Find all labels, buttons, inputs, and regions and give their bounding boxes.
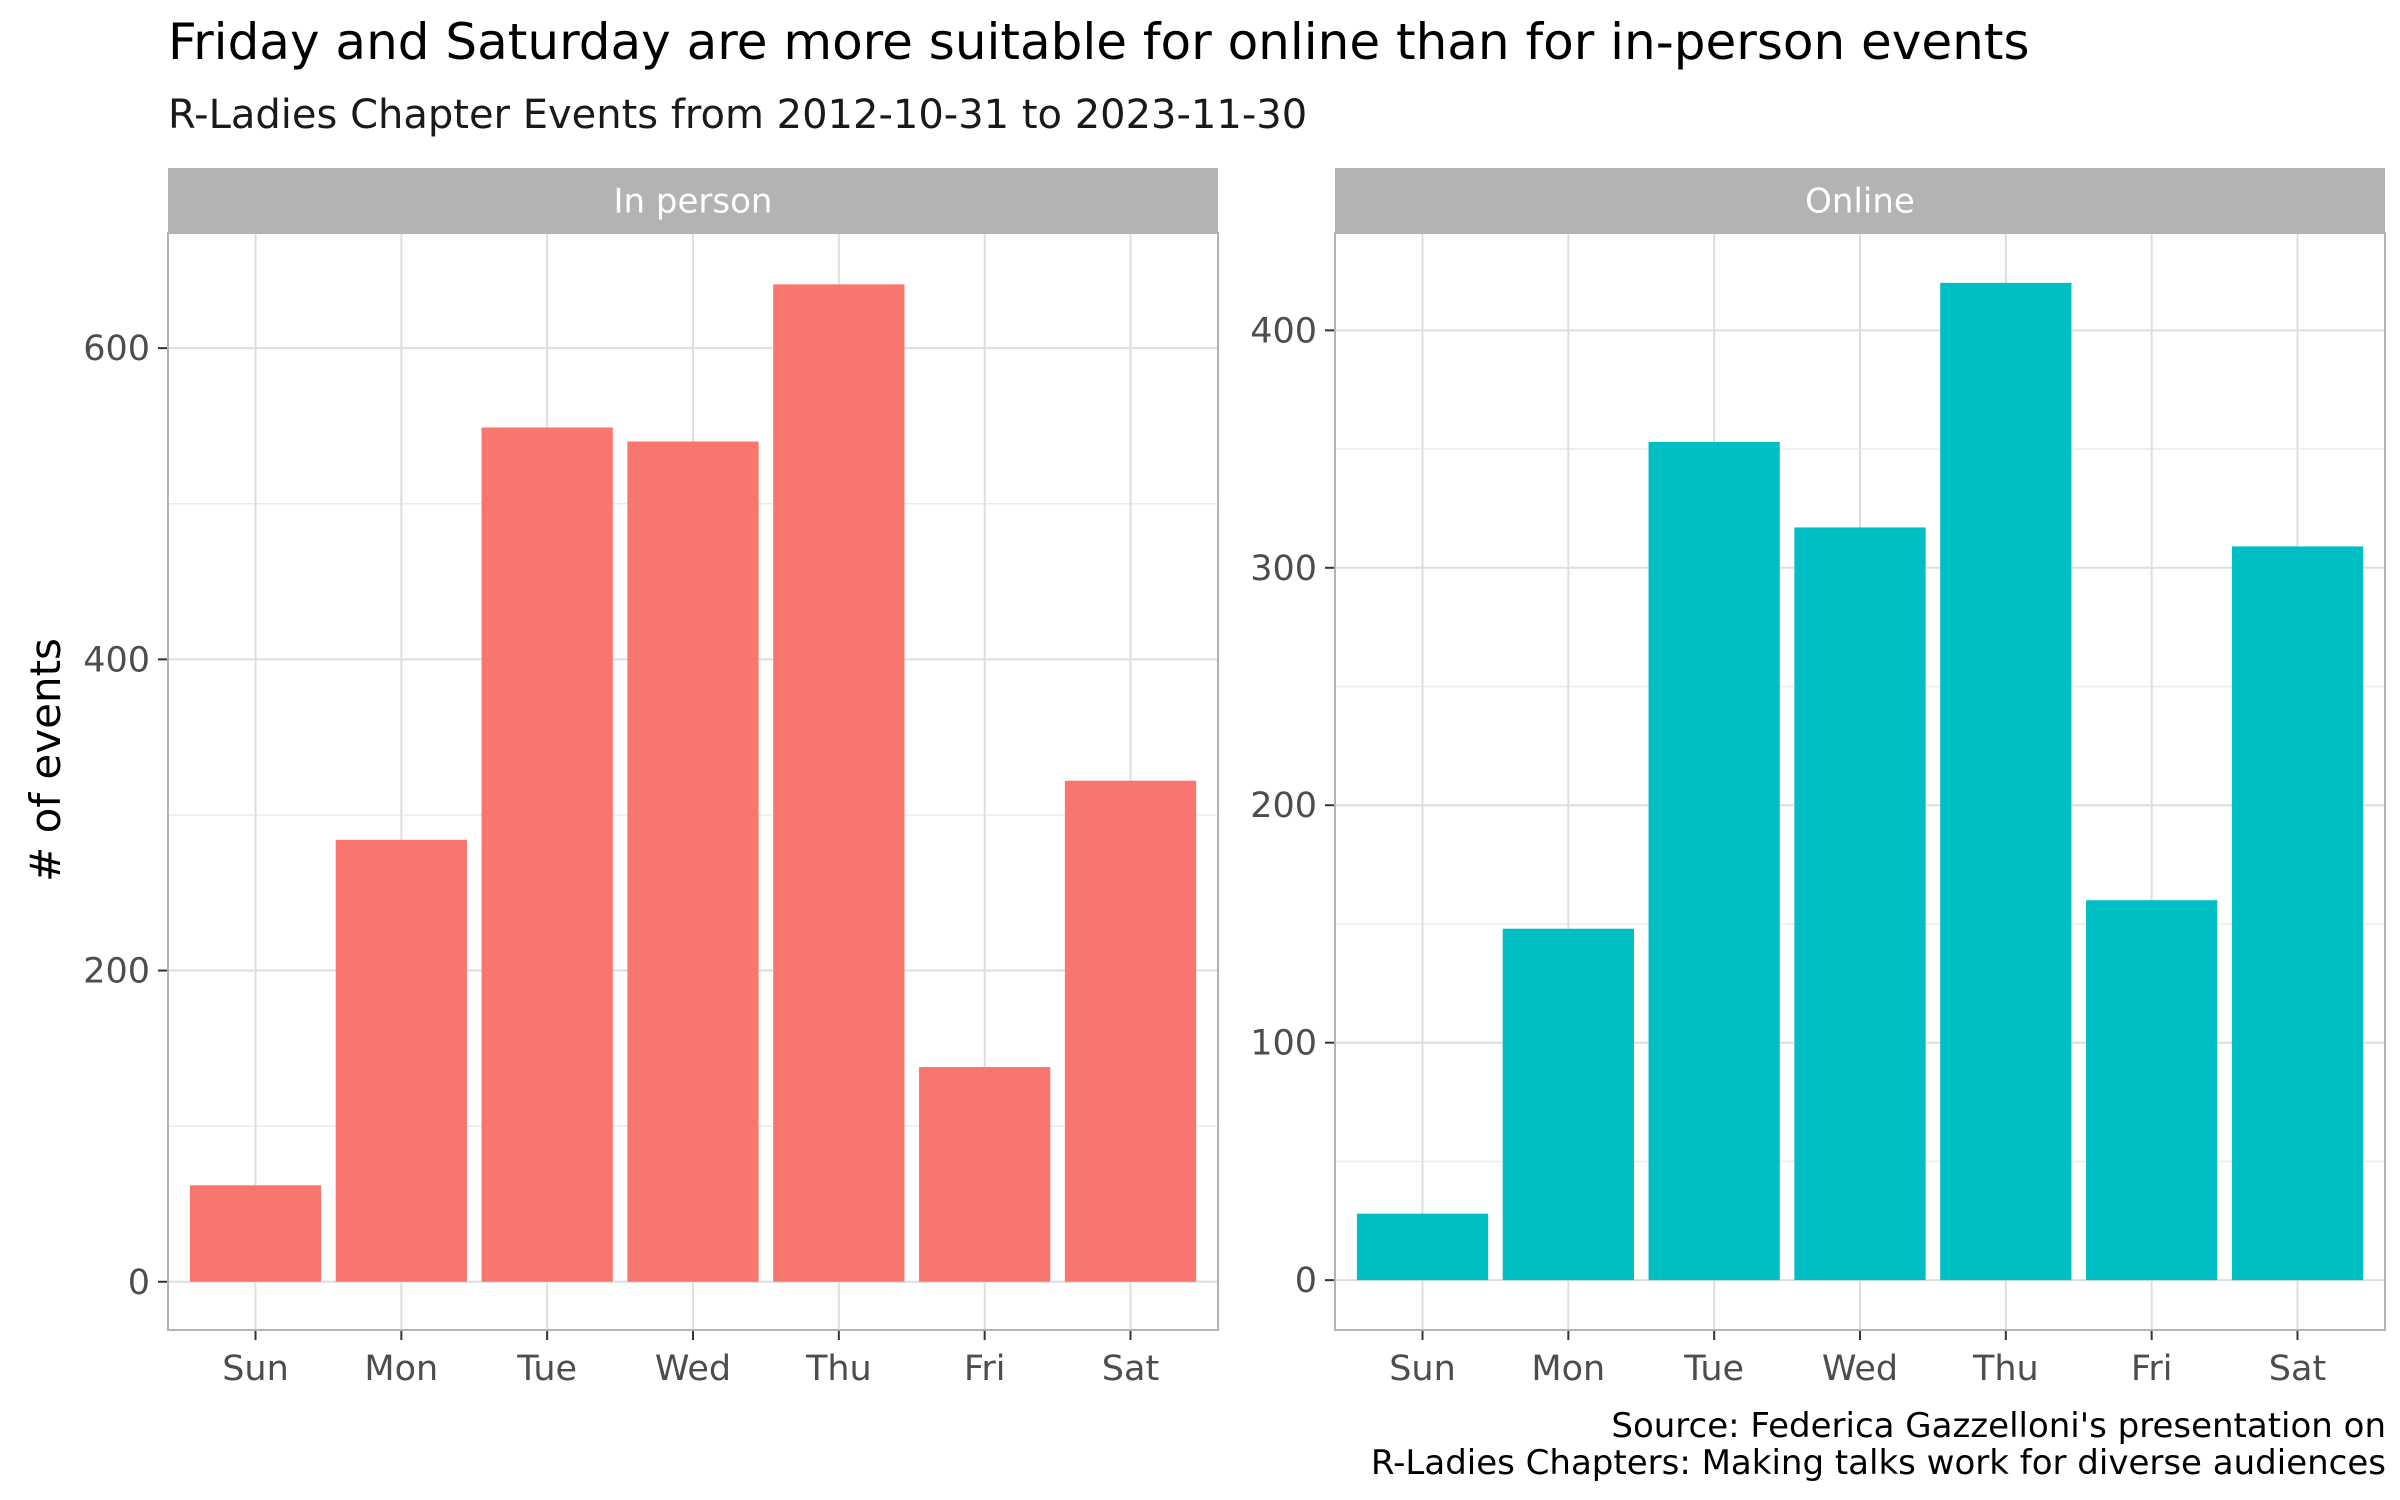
y-tick-label: 0 bbox=[128, 1263, 150, 1303]
panel-border bbox=[1334, 232, 2386, 1331]
bar-thu bbox=[1940, 282, 2072, 1281]
bar-tue bbox=[481, 427, 613, 1282]
facet-strip-label: Online bbox=[1805, 182, 1915, 222]
x-tick-label: Tue bbox=[1683, 1349, 1744, 1389]
bar-sat bbox=[2231, 546, 2364, 1281]
x-tick-label: Tue bbox=[516, 1349, 577, 1389]
y-tick-label: 400 bbox=[1250, 311, 1317, 351]
bar-mon bbox=[1502, 928, 1634, 1281]
x-tick-label: Sun bbox=[1389, 1349, 1456, 1389]
x-tick-label: Fri bbox=[2131, 1349, 2173, 1389]
bar-fri bbox=[919, 1067, 1051, 1282]
x-tick-label: Mon bbox=[364, 1349, 438, 1389]
x-tick-label: Sun bbox=[222, 1349, 289, 1389]
chart-title: Friday and Saturday are more suitable fo… bbox=[168, 13, 2030, 71]
bar-wed bbox=[627, 441, 759, 1282]
bar-sat bbox=[1064, 780, 1197, 1282]
facet-strip-label: In person bbox=[614, 182, 773, 222]
y-tick-label: 0 bbox=[1295, 1261, 1317, 1301]
bar-mon bbox=[335, 839, 467, 1282]
x-tick-label: Wed bbox=[655, 1349, 731, 1389]
x-tick-label: Wed bbox=[1822, 1349, 1898, 1389]
y-tick-label: 600 bbox=[83, 329, 150, 369]
bar-sun bbox=[1356, 1213, 1489, 1281]
facet-strip bbox=[168, 168, 1218, 233]
x-tick-label: Thu bbox=[805, 1349, 872, 1389]
panel-online: Online 0 100 200 300 400 Sun Mon Tue Wed Thu Fri Sat bbox=[1250, 168, 2386, 1389]
x-tick-label: Mon bbox=[1531, 1349, 1605, 1389]
facet-panels: In person 0 200 400 600 Sun Mon Tue Wed Thu Fri Sat… bbox=[83, 168, 2386, 1389]
x-tick-label: Sat bbox=[1102, 1349, 1159, 1389]
bar-fri bbox=[2086, 900, 2218, 1281]
panel-in-person: In person 0 200 400 600 Sun Mon Tue Wed Thu Fri Sat bbox=[83, 168, 1219, 1389]
y-tick-label: 100 bbox=[1250, 1024, 1317, 1064]
caption-line-2: R-Ladies Chapters: Making talks work for… bbox=[1371, 1443, 2386, 1483]
y-tick-label: 200 bbox=[1250, 786, 1317, 826]
bar-sun bbox=[189, 1185, 322, 1282]
caption-line-1: Source: Federica Gazzelloni's presentati… bbox=[1611, 1406, 2386, 1446]
y-tick-label: 200 bbox=[83, 952, 150, 992]
x-tick-label: Thu bbox=[1972, 1349, 2039, 1389]
bar-thu bbox=[773, 284, 905, 1282]
y-tick-label: 300 bbox=[1250, 549, 1317, 589]
chart-subtitle: R-Ladies Chapter Events from 2012-10-31 … bbox=[168, 92, 1307, 138]
x-tick-label: Sat bbox=[2269, 1349, 2326, 1389]
x-tick-label: Fri bbox=[964, 1349, 1006, 1389]
panel-border bbox=[167, 232, 1219, 1331]
bar-tue bbox=[1648, 441, 1780, 1281]
facet-strip bbox=[1335, 168, 2385, 233]
y-tick-label: 400 bbox=[83, 640, 150, 680]
y-axis-title: # of events bbox=[21, 638, 70, 882]
bar-wed bbox=[1794, 527, 1926, 1281]
